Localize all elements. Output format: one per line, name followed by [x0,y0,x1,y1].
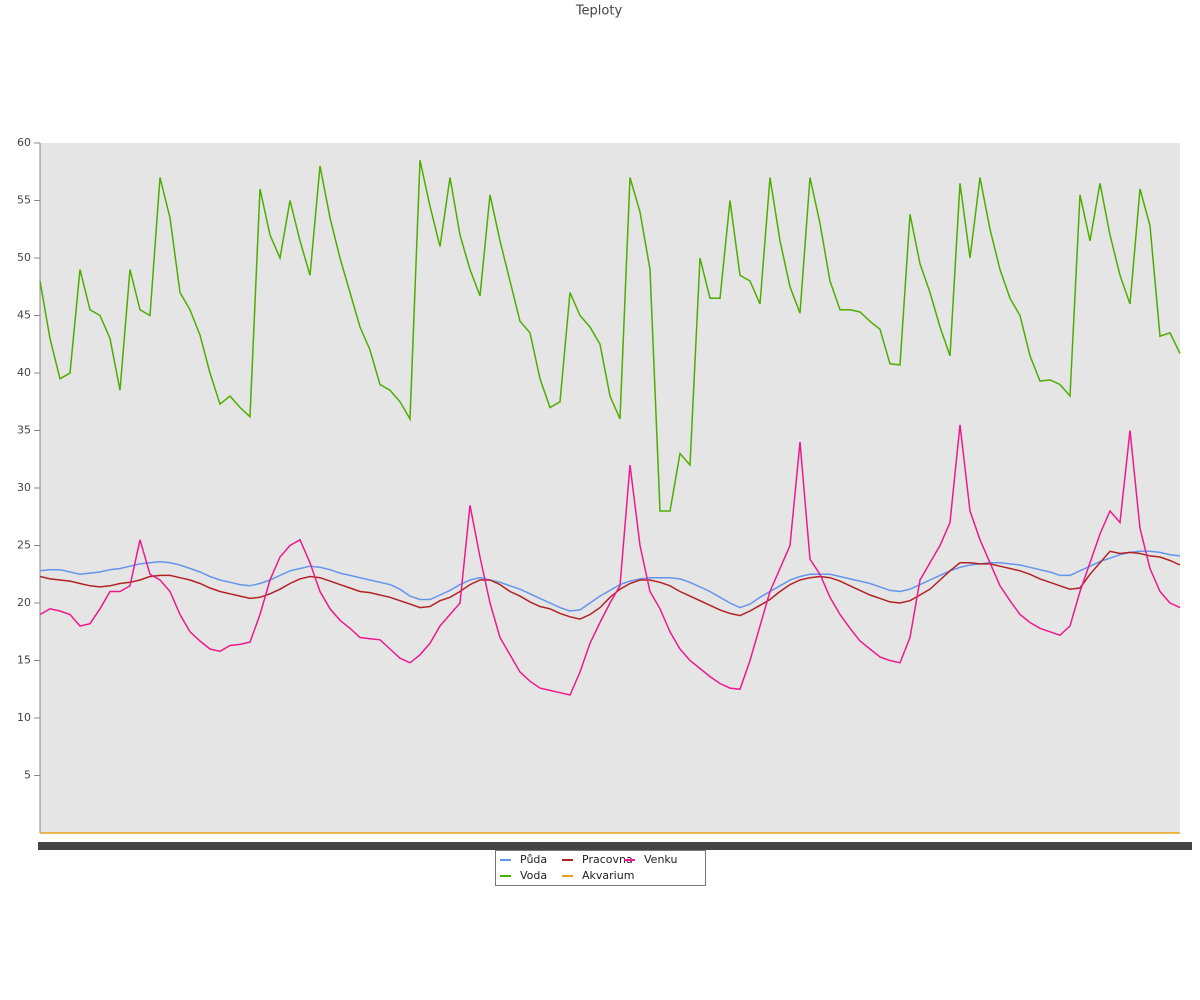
chart-title: Teploty [575,4,623,19]
y-tick-label: 60 [17,136,31,149]
y-tick-label: 50 [17,251,31,264]
y-tick-label: 10 [17,711,31,724]
legend-label: Voda [520,869,547,882]
legend-label: Půda [520,853,547,866]
y-tick-label: 45 [17,309,31,322]
y-tick-label: 30 [17,481,31,494]
series-line [39,424,1181,696]
legend-label: Akvarium [582,869,634,882]
legend-label: Pracovna [582,853,633,866]
y-tick-label: 20 [17,596,31,609]
y-tick-label: 5 [24,769,31,782]
y-tick-label: 55 [17,194,31,207]
x-axis-band [38,842,1192,850]
y-tick-label: 35 [17,424,31,437]
y-tick-label: 25 [17,539,31,552]
legend [495,850,706,886]
y-tick-label: 15 [17,654,31,667]
legend-label: Venku [644,853,677,866]
series-layer [39,160,1181,834]
series-line [39,160,1181,512]
plot-area [40,143,1180,833]
y-tick-label: 40 [17,366,31,379]
